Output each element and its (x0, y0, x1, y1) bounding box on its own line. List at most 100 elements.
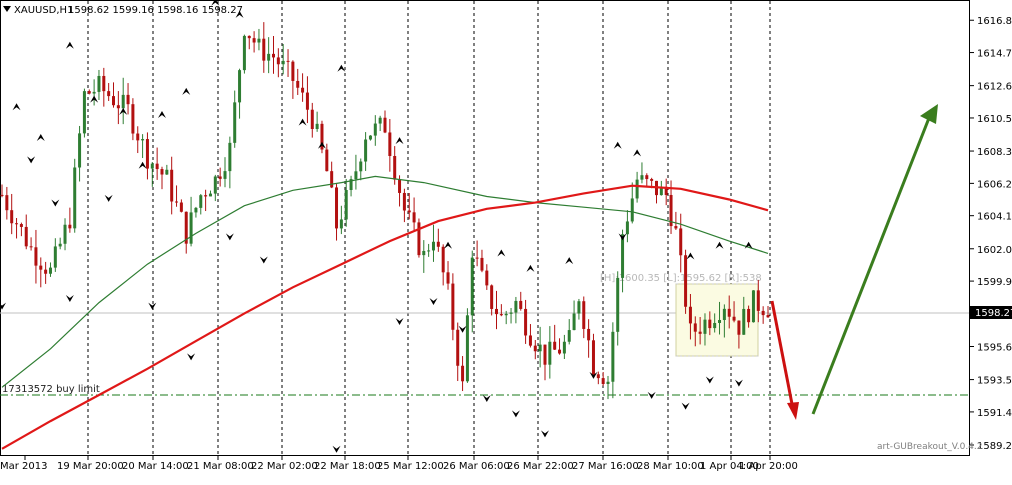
price-label: 1612.60 (977, 82, 1012, 93)
candle-body (165, 169, 169, 175)
candle-body (441, 246, 445, 273)
candle-body (698, 331, 702, 334)
time-label: 26 Mar 06:00 (443, 461, 510, 472)
candle-body (150, 163, 154, 169)
candle-body (170, 169, 174, 202)
fractal-down-icon (705, 376, 714, 384)
candle-body (291, 61, 295, 81)
candle-body (625, 221, 629, 235)
candle-body (640, 175, 644, 180)
candle-body (107, 91, 111, 97)
candle-body (591, 340, 595, 375)
chart-collapse-icon[interactable] (3, 6, 11, 12)
candle-body (315, 123, 319, 130)
candle-body (465, 315, 469, 382)
buy-limit-order-label: 17313572 buy limit (2, 384, 100, 395)
candle-body (732, 316, 736, 321)
candle-body (383, 117, 387, 133)
fractal-up-icon (138, 161, 147, 169)
forecast-down-arrow[interactable] (770, 300, 799, 420)
candle-body (364, 139, 368, 162)
candle-body (650, 179, 654, 181)
candle-body (519, 300, 523, 309)
candle-body (339, 219, 343, 229)
candle-body (102, 75, 106, 92)
fractal-up-icon (211, 0, 220, 6)
candle-body (368, 135, 372, 140)
candle-body (499, 314, 503, 316)
candle-body (97, 75, 101, 92)
moving-average-slow-line (1, 184, 769, 450)
breakout-range-box (675, 283, 759, 357)
fractal-markers (0, 0, 753, 453)
candle-body (451, 283, 455, 330)
candle-body (233, 102, 237, 143)
candle-body (601, 378, 605, 384)
fractal-down-icon (540, 430, 549, 438)
candle-body (208, 193, 212, 197)
time-label: Mar 2013 (0, 461, 48, 472)
candle-body (126, 94, 130, 105)
candle-body (349, 179, 353, 191)
time-label: 20 Mar 14:00 (122, 461, 189, 472)
candle-body (766, 315, 770, 318)
candle-body (480, 257, 484, 271)
candle-body (58, 243, 62, 247)
price-label: 1599.90 (977, 277, 1012, 288)
candle-body (407, 210, 411, 213)
candle-body (199, 195, 203, 208)
candle-body (562, 341, 566, 354)
candle-body (305, 92, 309, 110)
candle-body (223, 171, 227, 179)
candle-body (53, 246, 57, 268)
candle-body (204, 195, 208, 197)
price-axis[interactable]: 1616.85 1614.75 1612.60 1610.50 1608.35 1606.… (969, 16, 1012, 452)
fractal-up-icon (633, 149, 642, 157)
fractal-down-icon (395, 318, 404, 326)
candle-body (393, 155, 397, 180)
candle-body (761, 310, 765, 316)
candle-body (470, 257, 474, 316)
candle-body (587, 328, 591, 341)
time-label: 22 Mar 02:00 (251, 461, 318, 472)
candle-body (24, 226, 28, 247)
fractal-up-icon (157, 110, 166, 118)
candle-body (528, 335, 532, 346)
fractal-down-icon (618, 233, 627, 241)
candle-body (693, 323, 697, 332)
candle-body (29, 246, 33, 248)
candle-body (262, 38, 266, 61)
candle-body (659, 186, 663, 196)
candle-body (189, 212, 193, 244)
candle-body (15, 223, 19, 225)
candle-body (417, 222, 421, 256)
candle-body (194, 207, 198, 213)
candle-body (582, 301, 586, 329)
candle-body (10, 210, 14, 224)
candle-body (684, 255, 688, 307)
time-label: 25 Mar 12:00 (377, 461, 444, 472)
candle-body (713, 322, 717, 329)
time-label: 22 Mar 18:00 (314, 461, 381, 472)
candle-body (242, 35, 246, 71)
candle-body (228, 142, 232, 172)
indicator-watermark: art-GUBreakout_V.0.4.2 (877, 442, 983, 452)
candle-body (456, 329, 460, 366)
price-label: 1616.85 (977, 16, 1012, 27)
candle-body (635, 179, 639, 199)
candle-body (160, 169, 164, 175)
candle-body (218, 176, 222, 179)
price-label: 1595.65 (977, 343, 1012, 354)
candle-body (141, 139, 145, 141)
price-label: 1606.25 (977, 179, 1012, 190)
symbol-timeframe: XAUUSD,H1 (14, 5, 73, 16)
candle-body (533, 345, 537, 352)
forecast-up-arrow[interactable] (811, 104, 938, 415)
candle-body (427, 250, 431, 252)
candle-body (461, 365, 465, 382)
candle-body (116, 105, 120, 109)
candle-body (378, 117, 382, 124)
